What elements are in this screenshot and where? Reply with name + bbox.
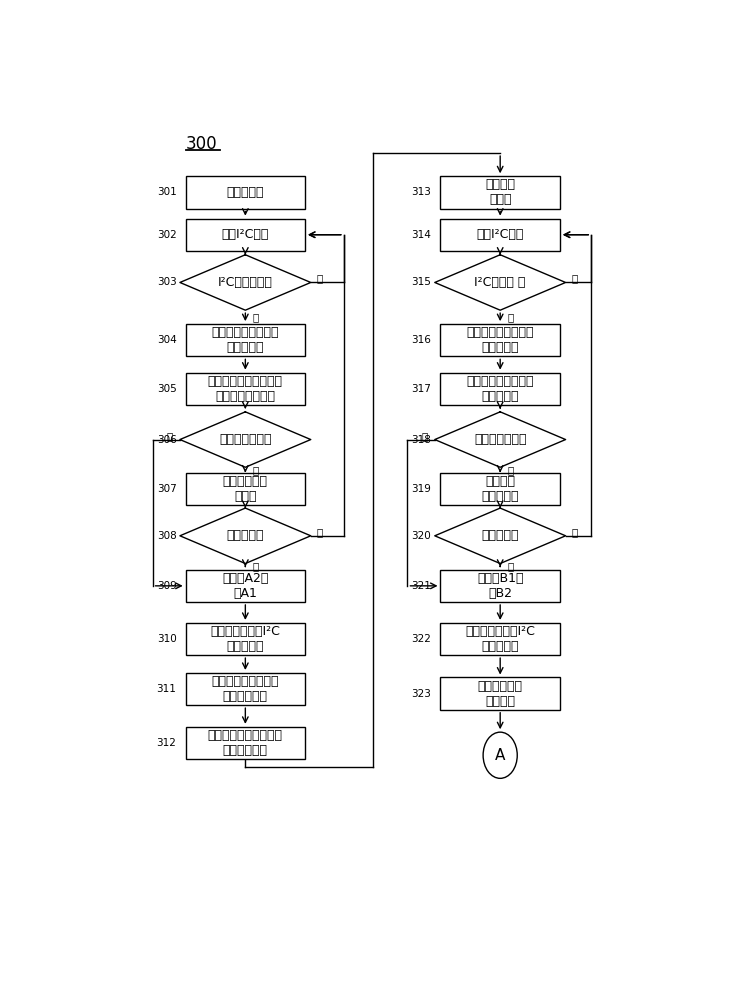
Text: 是: 是 — [252, 562, 259, 572]
Text: 数据由A2传
至A1: 数据由A2传 至A1 — [222, 572, 269, 600]
Text: 315: 315 — [412, 277, 432, 287]
Text: 触控控制模块设定为
受控接收端: 触控控制模块设定为 受控接收端 — [466, 375, 534, 403]
Text: 否: 否 — [571, 274, 578, 284]
Text: 检测I²C接口: 检测I²C接口 — [476, 228, 524, 241]
FancyBboxPatch shape — [440, 623, 560, 655]
FancyBboxPatch shape — [186, 673, 305, 705]
Text: 主机取得并储存显示
面板设定信息: 主机取得并储存显示 面板设定信息 — [211, 675, 279, 703]
Text: 多个主控单元？: 多个主控单元？ — [219, 433, 272, 446]
Text: 313: 313 — [412, 187, 432, 197]
Text: 308: 308 — [157, 531, 176, 541]
Polygon shape — [435, 412, 566, 467]
Text: 赢得仲裁？: 赢得仲裁？ — [227, 529, 264, 542]
FancyBboxPatch shape — [440, 324, 560, 356]
Text: 赢得仲裁？: 赢得仲裁？ — [482, 529, 519, 542]
Text: 319: 319 — [412, 484, 432, 494]
FancyBboxPatch shape — [440, 473, 560, 505]
Polygon shape — [180, 255, 310, 310]
Text: 系统初始化: 系统初始化 — [227, 186, 264, 199]
FancyBboxPatch shape — [186, 219, 305, 251]
Text: I²C接口空闲？: I²C接口空闲？ — [218, 276, 273, 289]
Text: 320: 320 — [412, 531, 432, 541]
Text: 309: 309 — [157, 581, 176, 591]
Text: 初始化显示面板及闩锁
相关暂存模块: 初始化显示面板及闩锁 相关暂存模块 — [208, 729, 283, 757]
Text: 300: 300 — [186, 135, 217, 153]
Text: 触控面板
初始化: 触控面板 初始化 — [485, 178, 515, 206]
Circle shape — [483, 732, 517, 778]
FancyBboxPatch shape — [440, 219, 560, 251]
FancyBboxPatch shape — [186, 570, 305, 602]
Text: 310: 310 — [157, 634, 176, 644]
Text: 否: 否 — [316, 274, 323, 284]
FancyBboxPatch shape — [186, 324, 305, 356]
Text: 否: 否 — [316, 527, 323, 537]
Text: 否: 否 — [167, 431, 173, 441]
Text: 传输结束并设定I²C
接口为空闲: 传输结束并设定I²C 接口为空闲 — [211, 625, 280, 653]
Text: 307: 307 — [157, 484, 176, 494]
FancyBboxPatch shape — [440, 176, 560, 209]
Text: 显示面板信息储存模块
设定为受控传送端: 显示面板信息储存模块 设定为受控传送端 — [208, 375, 283, 403]
Text: 进行时序同步
及仲裁: 进行时序同步 及仲裁 — [223, 475, 268, 503]
Text: 是: 是 — [508, 562, 514, 572]
Polygon shape — [435, 255, 566, 310]
FancyBboxPatch shape — [186, 727, 305, 759]
Text: 318: 318 — [412, 435, 432, 445]
Text: 显示传输单元设定为
主控接收端: 显示传输单元设定为 主控接收端 — [211, 326, 279, 354]
Text: 305: 305 — [157, 384, 176, 394]
Text: 314: 314 — [412, 230, 432, 240]
Text: 302: 302 — [157, 230, 176, 240]
Text: 否: 否 — [571, 527, 578, 537]
Polygon shape — [180, 412, 310, 467]
Text: 触控控制模块
进行配置: 触控控制模块 进行配置 — [478, 680, 523, 708]
Text: 321: 321 — [412, 581, 432, 591]
Text: 是: 是 — [252, 465, 259, 475]
Text: 301: 301 — [157, 187, 176, 197]
Text: 进行时序
同步及仲裁: 进行时序 同步及仲裁 — [482, 475, 519, 503]
FancyBboxPatch shape — [440, 373, 560, 405]
FancyBboxPatch shape — [186, 623, 305, 655]
Text: 是: 是 — [508, 465, 514, 475]
Text: 多个主控单元？: 多个主控单元？ — [474, 433, 526, 446]
Text: 306: 306 — [157, 435, 176, 445]
FancyBboxPatch shape — [186, 176, 305, 209]
Polygon shape — [180, 508, 310, 564]
Text: 303: 303 — [157, 277, 176, 287]
Text: 304: 304 — [157, 335, 176, 345]
Text: 触控传输单元设定为
主控传送端: 触控传输单元设定为 主控传送端 — [466, 326, 534, 354]
FancyBboxPatch shape — [186, 373, 305, 405]
Text: 322: 322 — [412, 634, 432, 644]
Text: 否: 否 — [422, 431, 428, 441]
Text: 317: 317 — [412, 384, 432, 394]
Text: I²C接口空 ？: I²C接口空 ？ — [474, 276, 526, 289]
Text: 数据由B1传
至B2: 数据由B1传 至B2 — [477, 572, 523, 600]
Text: 316: 316 — [412, 335, 432, 345]
Text: 是: 是 — [508, 312, 514, 322]
Text: 是: 是 — [252, 312, 259, 322]
Text: 传输结束并设定I²C
接口为空闲: 传输结束并设定I²C 接口为空闲 — [465, 625, 535, 653]
Text: A: A — [495, 748, 506, 763]
Text: 检测I²C接口: 检测I²C接口 — [222, 228, 269, 241]
Polygon shape — [435, 508, 566, 564]
FancyBboxPatch shape — [186, 473, 305, 505]
FancyBboxPatch shape — [440, 677, 560, 710]
Text: 311: 311 — [156, 684, 176, 694]
Text: 323: 323 — [412, 689, 432, 699]
FancyBboxPatch shape — [440, 570, 560, 602]
Text: 312: 312 — [156, 738, 176, 748]
